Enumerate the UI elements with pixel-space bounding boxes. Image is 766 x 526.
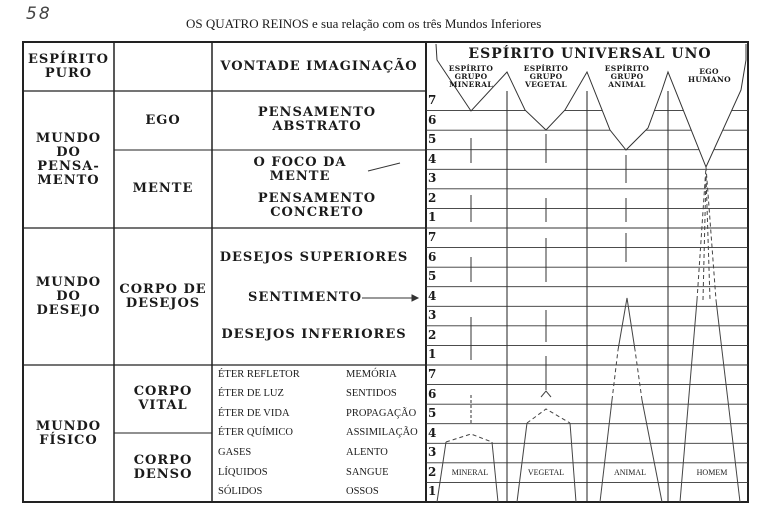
kingdom-forms <box>436 166 741 503</box>
level-number: 6 <box>428 112 437 127</box>
table-border <box>22 41 749 503</box>
spirit-label-animal: ESPÍRITO GRUPO ANIMAL <box>604 64 650 89</box>
chart-title: ESPÍRITO UNIVERSAL UNO <box>468 46 712 62</box>
level-number: 5 <box>428 132 437 147</box>
world-thought: MUNDO DO PENSA- MENTO <box>35 130 102 188</box>
physical-function: SANGUE <box>346 466 389 478</box>
level-number: 3 <box>428 171 437 186</box>
level-number: 5 <box>428 406 437 421</box>
kingdom-mineral: MINERAL <box>451 468 489 477</box>
physical-function: OSSOS <box>346 486 379 498</box>
item-foco-da-mente: O FOCO DA MENTE <box>253 155 347 184</box>
body-desire: CORPO DE DESEJOS <box>119 281 207 311</box>
physical-function: ASSIMILAÇÃO <box>346 427 418 439</box>
level-number: 7 <box>428 230 437 244</box>
item-sentimento: SENTIMENTO <box>247 290 363 305</box>
item-desejos-inferiores: DESEJOS INFERIORES <box>221 327 407 342</box>
header-espirito-puro: ESPÍRITO PURO <box>27 51 110 81</box>
level-number: 7 <box>428 93 437 107</box>
world-physical: MUNDO FÍSICO <box>35 418 102 448</box>
body-mente: MENTE <box>132 181 194 196</box>
header-vontade-imaginacao: VONTADE IMAGINAÇÃO <box>220 58 418 74</box>
level-number: 3 <box>428 445 437 460</box>
physical-substance: ÉTER DE VIDA <box>218 407 290 419</box>
level-number: 2 <box>428 190 437 205</box>
body-ego: EGO <box>145 112 181 128</box>
physical-substance: ÉTER REFLETOR <box>218 368 300 380</box>
item-desejos-superiores: DESEJOS SUPERIORES <box>219 250 409 265</box>
physical-substance: LÍQUIDOS <box>218 466 268 478</box>
level-number: 7 <box>428 367 437 381</box>
level-number: 6 <box>428 249 437 264</box>
level-number: 2 <box>428 464 437 479</box>
item-pensamento-abstrato: PENSAMENTO ABSTRATO <box>257 105 377 134</box>
pointer-arrows <box>362 162 420 302</box>
physical-substance: ÉTER DE LUZ <box>218 388 284 400</box>
kingdom-animal: ANIMAL <box>614 468 646 477</box>
physical-function: PROPAGAÇÃO <box>346 407 417 419</box>
kingdom-vegetal: VEGETAL <box>527 468 565 477</box>
physical-function: MEMÓRIA <box>346 368 397 380</box>
spirit-label-ego: EGO HUMANO <box>688 67 731 84</box>
physical-substance: SÓLIDOS <box>218 486 263 498</box>
level-number: 1 <box>428 484 437 499</box>
physical-substance: ÉTER QUÍMICO <box>218 427 293 439</box>
body-dense: CORPO DENSO <box>133 452 193 482</box>
level-number: 4 <box>428 288 437 303</box>
page-title: OS QUATRO REINOS e sua relação com os tr… <box>186 16 542 31</box>
descent-arrows <box>470 134 627 424</box>
spirit-label-vegetal: ESPÍRITO GRUPO VEGETAL <box>523 64 569 89</box>
world-desire: MUNDO DO DESEJO <box>35 274 102 318</box>
level-number: 5 <box>428 269 437 284</box>
body-vital: CORPO VITAL <box>133 384 193 413</box>
level-number: 3 <box>428 308 437 323</box>
level-number: 1 <box>428 347 437 362</box>
level-number: 4 <box>428 425 437 440</box>
item-pensamento-concreto: PENSAMENTO CONCRETO <box>257 191 377 220</box>
level-number: 1 <box>428 210 437 225</box>
level-number: 2 <box>428 327 437 342</box>
kingdom-homem: HOMEM <box>696 468 728 477</box>
level-number: 6 <box>428 386 437 401</box>
physical-substance: GASES <box>218 447 252 459</box>
physical-function: SENTIDOS <box>346 388 397 400</box>
spirit-outline <box>435 43 747 169</box>
physical-function: ALENTO <box>346 447 388 459</box>
spirit-label-mineral: ESPÍRITO GRUPO MINERAL <box>448 64 494 89</box>
page-number: 58 <box>26 4 52 24</box>
level-number: 4 <box>428 151 437 166</box>
